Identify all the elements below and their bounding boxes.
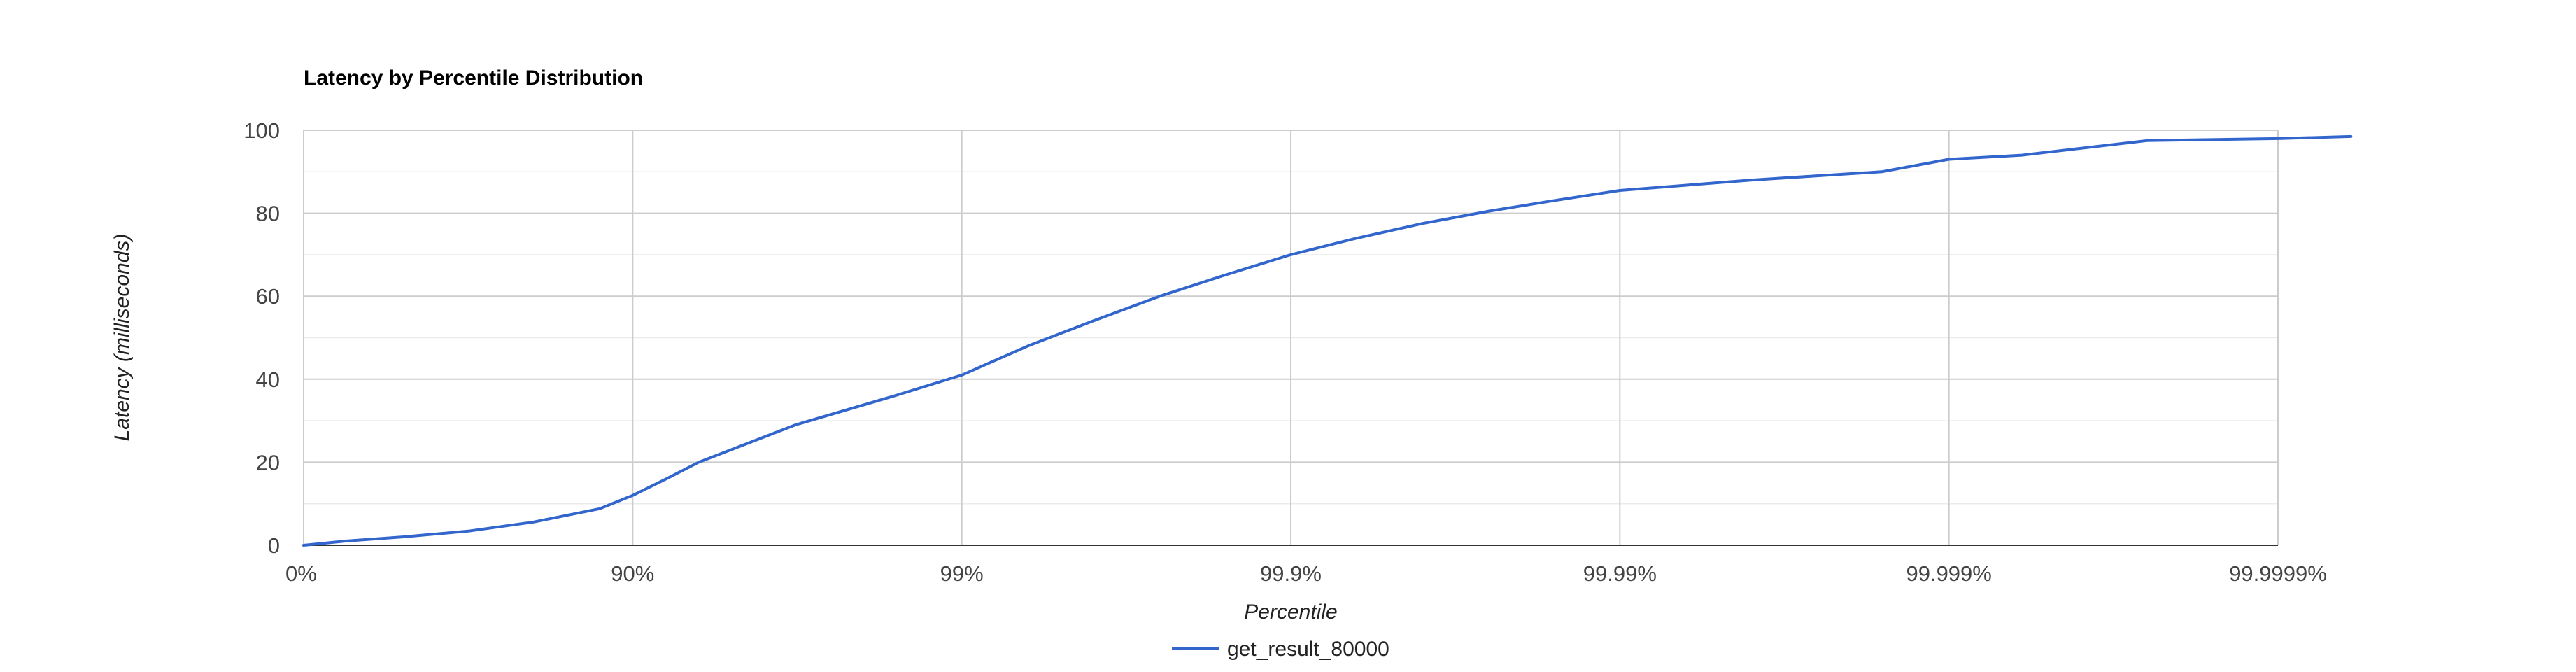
chart-title: Latency by Percentile Distribution <box>304 66 643 90</box>
legend[interactable]: get_result_80000 <box>1172 638 1389 661</box>
major-gridlines <box>303 130 2279 545</box>
x-axis-label: Percentile <box>1244 601 1337 624</box>
x-tick-label: 99.9999% <box>2229 561 2327 586</box>
x-tick-label: 99.9% <box>1260 561 1322 586</box>
x-tick-label: 0% <box>285 561 317 586</box>
y-tick-label: 80 <box>256 202 280 226</box>
y-tick-label: 40 <box>256 368 280 392</box>
x-axis-tick-labels: 0% 90% 99% 99.9% 99.99% 99.999% 99.9999% <box>285 561 2327 586</box>
x-tick-label: 99.99% <box>1583 561 1657 586</box>
y-tick-label: 20 <box>256 450 280 475</box>
series-line-get-result <box>302 134 2353 547</box>
y-tick-label: 0 <box>268 533 280 558</box>
legend-label: get_result_80000 <box>1227 638 1389 661</box>
x-tick-label: 99.999% <box>1906 561 1991 586</box>
y-axis-tick-labels: 0 20 40 60 80 100 <box>243 118 280 558</box>
y-tick-label: 60 <box>256 284 280 309</box>
x-tick-label: 99% <box>940 561 984 586</box>
y-tick-label: 100 <box>243 118 280 143</box>
x-tick-label: 90% <box>611 561 654 586</box>
y-axis-label: Latency (milliseconds) <box>111 234 134 442</box>
